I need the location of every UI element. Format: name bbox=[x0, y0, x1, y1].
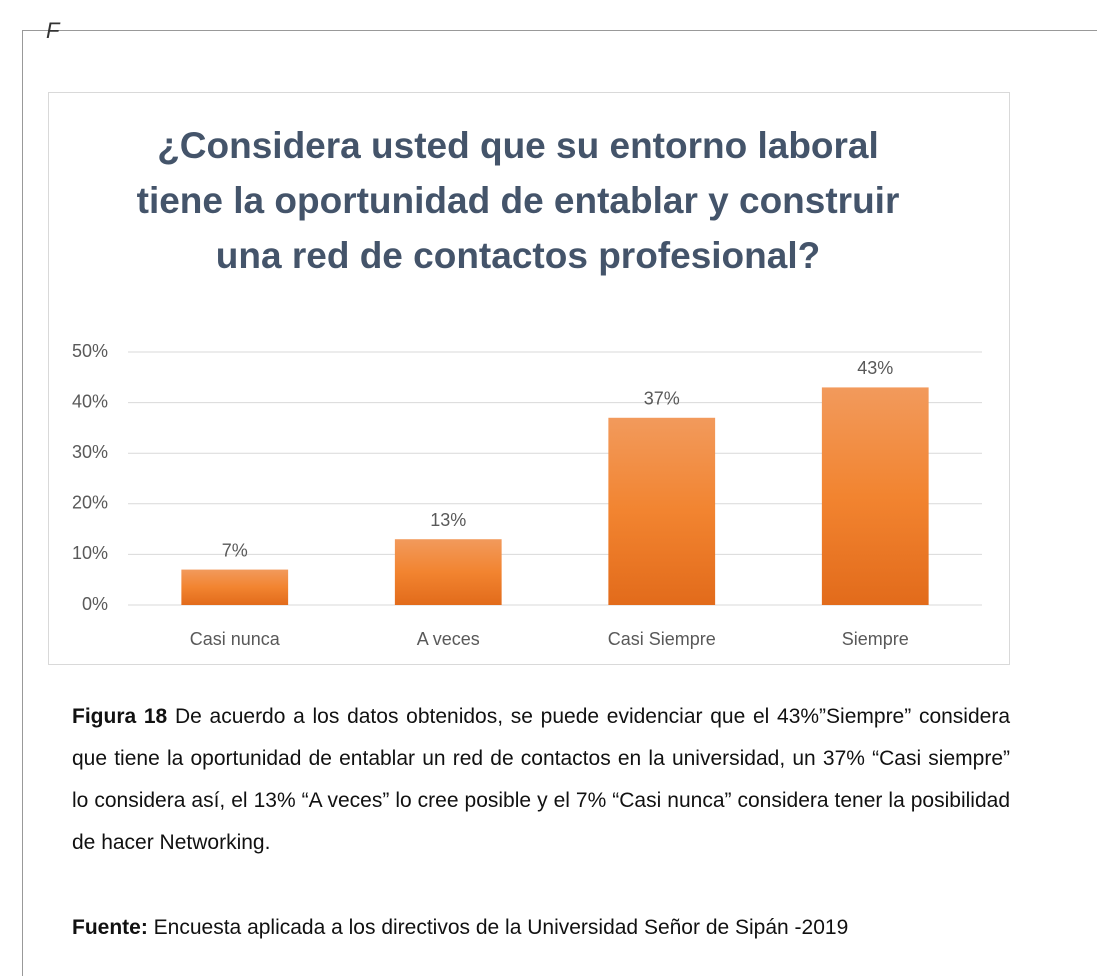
source-text: Encuesta aplicada a los directivos de la… bbox=[153, 916, 849, 939]
y-tick-label: 50% bbox=[72, 341, 108, 361]
x-tick-label: Casi Siempre bbox=[608, 629, 716, 649]
bar bbox=[394, 539, 502, 605]
y-tick-label: 20% bbox=[72, 493, 108, 513]
y-tick-label: 30% bbox=[72, 442, 108, 462]
source-label: Fuente: bbox=[72, 916, 148, 939]
data-label: 43% bbox=[857, 358, 893, 378]
header-fragment: F bbox=[46, 18, 60, 43]
bar bbox=[821, 387, 929, 605]
chart-title: ¿Considera usted que su entorno laboral … bbox=[136, 125, 900, 276]
y-tick-label: 10% bbox=[72, 543, 108, 563]
y-tick-label: 40% bbox=[72, 391, 108, 411]
caption: Figura 18 De acuerdo a los datos obtenid… bbox=[72, 696, 1010, 864]
data-label: 13% bbox=[430, 510, 466, 530]
y-tick-label: 0% bbox=[82, 594, 108, 614]
data-label: 37% bbox=[644, 389, 680, 409]
chart-box bbox=[48, 92, 1010, 665]
page-frame bbox=[22, 30, 1097, 976]
caption-text: De acuerdo a los datos obtenidos, se pue… bbox=[72, 705, 1010, 854]
x-tick-label: Siempre bbox=[842, 629, 909, 649]
source: Fuente: Encuesta aplicada a los directiv… bbox=[72, 916, 848, 940]
x-tick-label: Casi nunca bbox=[190, 629, 281, 649]
data-label: 7% bbox=[222, 540, 248, 560]
bar bbox=[181, 569, 289, 605]
x-tick-label: A veces bbox=[417, 629, 480, 649]
caption-label: Figura 18 bbox=[72, 705, 168, 728]
bar bbox=[608, 417, 716, 605]
